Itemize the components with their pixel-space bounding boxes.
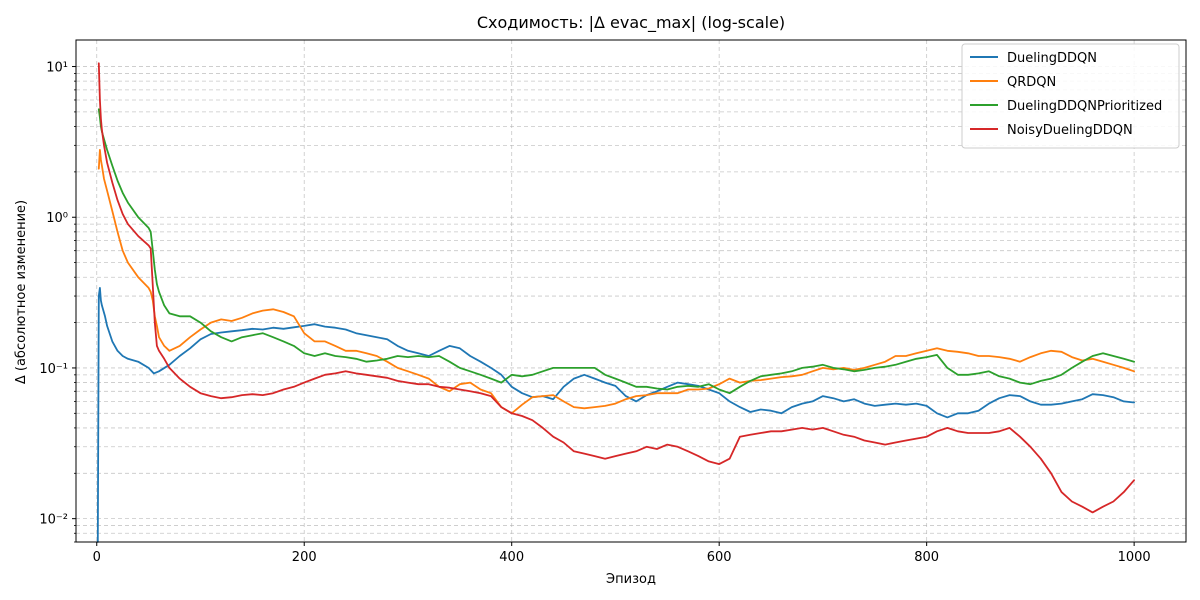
x-tick-label: 200 [292,550,317,565]
y-tick-label: 10¹ [46,61,68,76]
series-line-qrdqn [97,148,1135,415]
legend-box [961,43,1180,149]
legend: DuelingDDQN QRDQN DuelingDDQNPrioritized No… [961,43,1180,149]
series-line-duelingddqn [96,286,1135,543]
legend-label: NoisyDuelingDDQN [1007,123,1133,138]
y-tick-label: 10⁰ [46,211,68,226]
x-tick-label: 800 [914,550,939,565]
x-tick-label: 400 [499,550,524,565]
x-axis-label: Эпизод [606,572,656,587]
series-layer [96,62,1135,543]
x-tick-label: 0 [93,550,101,565]
ticks: 0 200 400 600 800 1000 10⁻² 10⁻¹ 10⁰ 10¹ [39,61,1150,565]
plot-frame [75,39,1187,543]
legend-label: QRDQN [1007,75,1056,90]
legend-label: DuelingDDQNPrioritized [1007,99,1162,114]
series-line-noisyduelingddqn [97,62,1135,514]
y-axis-label: Δ (абсолютное изменение) [14,200,29,384]
chart-title: Сходимость: |Δ evac_max| (log-scale) [477,13,785,33]
x-tick-label: 600 [707,550,732,565]
x-tick-label: 1000 [1118,550,1151,565]
series-line-duelingddqnprioritized [97,108,1135,395]
legend-label: DuelingDDQN [1007,51,1097,66]
y-tick-label: 10⁻¹ [39,362,68,377]
y-tick-label: 10⁻² [39,513,68,528]
